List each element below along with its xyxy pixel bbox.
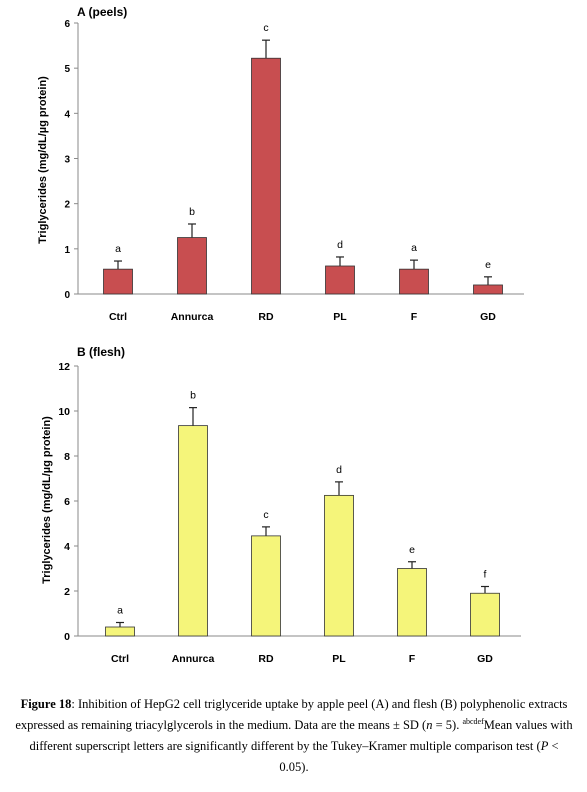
y-tick-label: 6 bbox=[64, 19, 70, 30]
significance-letter: e bbox=[409, 544, 415, 556]
y-tick-label: 4 bbox=[64, 109, 70, 120]
category-label: PL bbox=[332, 653, 346, 665]
chart-peels: 0 1 2 3 4 5 6 A (peels) Triglycerides (mg/dL/µg … bbox=[37, 5, 524, 323]
caption-p-symbol: P bbox=[540, 739, 549, 753]
category-label: PL bbox=[333, 311, 347, 323]
chart-flesh: 0 2 4 6 8 10 12 B (flesh) Triglycerides (mg/dL/µ… bbox=[41, 345, 521, 665]
significance-letter: b bbox=[190, 390, 196, 402]
significance-letter: a bbox=[117, 605, 123, 617]
bar bbox=[105, 626, 135, 637]
bar bbox=[103, 268, 133, 295]
significance-letter: c bbox=[263, 22, 268, 34]
caption-text-2: = 5). bbox=[432, 718, 463, 732]
category-label: RD bbox=[258, 653, 274, 665]
caption-text-4: < 0.05). bbox=[279, 739, 559, 774]
y-tick-label: 0 bbox=[64, 631, 70, 643]
y-tick-label: 2 bbox=[64, 200, 70, 211]
y-tick-label: 1 bbox=[64, 245, 70, 256]
bar bbox=[325, 265, 355, 295]
caption-label: Figure 18 bbox=[20, 697, 72, 711]
category-label: Annurca bbox=[172, 653, 215, 665]
y-tick-label: 2 bbox=[64, 586, 70, 598]
category-label: RD bbox=[258, 311, 274, 323]
bar bbox=[324, 494, 354, 637]
significance-letter: f bbox=[484, 569, 487, 581]
bar bbox=[251, 535, 281, 637]
significance-letter: d bbox=[336, 464, 342, 476]
y-tick-label: 4 bbox=[64, 541, 70, 553]
category-label: Annurca bbox=[171, 311, 214, 323]
chart-title: B (flesh) bbox=[77, 345, 125, 359]
category-label: GD bbox=[480, 311, 496, 323]
y-tick-label: 10 bbox=[58, 406, 70, 418]
y-tick-label: 5 bbox=[64, 64, 70, 75]
category-label: Ctrl bbox=[109, 311, 127, 323]
y-tick-label: 0 bbox=[64, 290, 70, 301]
bar bbox=[178, 425, 208, 637]
significance-letter: a bbox=[115, 243, 121, 255]
bar bbox=[470, 592, 500, 637]
significance-letter: a bbox=[411, 242, 417, 254]
significance-letter: d bbox=[337, 239, 343, 251]
bar bbox=[397, 568, 427, 637]
caption-text-1: : Inhibition of HepG2 cell triglyceride … bbox=[15, 697, 568, 732]
y-axis-label: Triglycerides (mg/dL/µg protein) bbox=[41, 416, 53, 584]
bar bbox=[251, 57, 281, 295]
category-label: F bbox=[411, 311, 418, 323]
y-tick-label: 3 bbox=[64, 155, 70, 166]
caption-text-3: Mean values with different superscript l… bbox=[29, 718, 573, 753]
caption-superscript: abcdef bbox=[462, 717, 484, 726]
category-label: Ctrl bbox=[111, 653, 129, 665]
category-label: GD bbox=[477, 653, 493, 665]
y-tick-label: 12 bbox=[58, 361, 70, 373]
significance-letter: c bbox=[263, 509, 268, 521]
significance-letter: e bbox=[485, 259, 491, 271]
significance-letter: b bbox=[189, 206, 195, 218]
chart-title: A (peels) bbox=[77, 5, 127, 19]
caption-n-symbol: n bbox=[426, 718, 433, 732]
bar bbox=[399, 268, 429, 295]
bar bbox=[177, 237, 207, 295]
category-label: F bbox=[409, 653, 416, 665]
y-tick-label: 6 bbox=[64, 496, 70, 508]
bar bbox=[473, 284, 503, 295]
y-axis-label: Triglycerides (mg/dL/µg protein) bbox=[37, 76, 49, 244]
y-tick-label: 8 bbox=[64, 451, 70, 463]
figure-caption: Figure 18: Inhibition of HepG2 cell trig… bbox=[14, 694, 574, 778]
